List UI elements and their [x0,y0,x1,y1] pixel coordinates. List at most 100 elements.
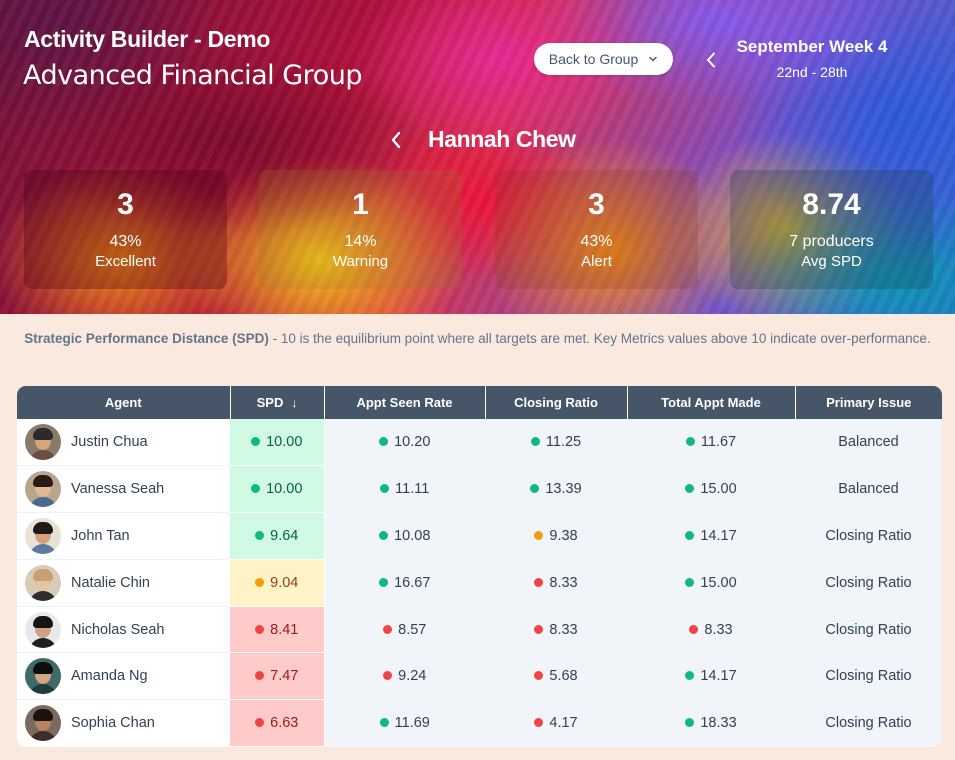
total-appt-made-cell: 15.00 [627,559,795,606]
stat-label: Excellent [95,253,156,270]
total-appt-made-cell: 14.17 [627,513,795,560]
column-header-closing-ratio[interactable]: Closing Ratio [485,386,628,419]
status-dot-icon [534,530,544,540]
spd-explanation: - 10 is the equilibrium point where all … [268,331,931,346]
appt-seen-rate-cell: 10.08 [324,513,485,560]
table-row[interactable]: Vanessa Seah 10.00 11.11 13.39 15.00 Bal… [17,465,942,514]
avatar [25,517,61,554]
spd-cell: 10.00 [230,419,325,467]
column-header-spd[interactable]: SPD ↓ [230,386,325,419]
status-dot-icon [255,577,265,587]
avatar [25,471,61,508]
appt-seen-rate-cell: 11.11 [324,466,485,513]
status-dot-icon [534,671,544,681]
stat-producers: 7 producers [789,233,874,250]
status-dot-icon [685,718,695,728]
agent-cell[interactable]: Vanessa Seah [17,465,230,514]
spd-cell: 7.47 [230,652,325,701]
week-title: September Week 4 [736,37,888,56]
spd-cell: 9.64 [230,512,325,560]
column-header-appt-seen-rate[interactable]: Appt Seen Rate [324,386,486,419]
table-row[interactable]: Justin Chua 10.00 10.20 11.25 11.67 Bala… [17,419,942,467]
status-dot-icon [379,530,389,540]
closing-ratio-cell: 9.38 [485,513,627,560]
group-title: Advanced Financial Group [23,60,362,91]
status-dot-icon [534,577,544,587]
agent-cell[interactable]: Natalie Chin [17,559,230,607]
status-dot-icon [380,484,390,494]
primary-issue-cell: Closing Ratio [825,574,912,591]
stat-card-alert: 3 43% Alert [495,170,698,289]
table-row[interactable]: John Tan 9.64 10.08 9.38 14.17 Closing R… [17,512,942,560]
primary-issue-cell: Closing Ratio [825,527,912,544]
spd-description: Strategic Performance Distance (SPD) - 1… [20,329,935,349]
status-dot-icon [379,437,389,447]
table-row[interactable]: Nicholas Seah 8.41 8.57 8.33 8.33 Closin… [17,606,942,654]
closing-ratio-cell: 11.25 [485,419,627,466]
status-dot-icon [534,624,544,634]
primary-issue-cell: Balanced [838,434,899,451]
status-dot-icon [685,530,695,540]
chevron-left-icon [707,52,715,68]
agent-cell[interactable]: Amanda Ng [17,652,230,701]
stat-label: Alert [581,253,612,270]
status-dot-icon [530,484,540,494]
status-dot-icon [685,577,695,587]
primary-issue-cell: Closing Ratio [825,621,912,638]
previous-agent-button[interactable] [386,128,406,152]
spd-term: Strategic Performance Distance (SPD) [24,331,269,346]
total-appt-made-cell: 18.33 [627,700,795,747]
agent-cell[interactable]: Sophia Chan [17,699,230,747]
agent-cell[interactable]: Nicholas Seah [17,606,230,654]
avatar [25,658,61,695]
agent-cell[interactable]: John Tan [17,512,230,560]
agent-name-cell: Vanessa Seah [71,481,165,498]
avatar [25,564,61,601]
status-dot-icon [689,624,699,634]
avatar [25,705,61,742]
closing-ratio-cell: 8.33 [485,559,627,606]
status-dot-icon [251,437,261,447]
back-to-group-label: Back to Group [548,51,639,67]
table-row[interactable]: Amanda Ng 7.47 9.24 5.68 14.17 Closing R… [17,652,942,701]
status-dot-icon [255,718,265,728]
agent-name-cell: John Tan [71,527,130,544]
status-dot-icon [379,718,389,728]
agent-name-cell: Natalie Chin [71,574,150,591]
column-header-primary-issue[interactable]: Primary Issue [795,386,942,419]
column-header-agent[interactable]: Agent [17,386,231,419]
stat-label: Avg SPD [801,253,862,270]
spd-cell: 10.00 [230,465,325,514]
spd-cell: 8.41 [230,606,325,654]
table-row[interactable]: Sophia Chan 6.63 11.69 4.17 18.33 Closin… [17,699,942,747]
avatar [25,611,61,648]
total-appt-made-cell: 14.17 [627,653,795,700]
spd-cell: 9.04 [230,559,325,607]
previous-week-button[interactable] [702,49,720,71]
status-dot-icon [685,671,695,681]
closing-ratio-cell: 4.17 [485,700,627,747]
status-dot-icon [255,624,265,634]
closing-ratio-cell: 5.68 [485,653,627,700]
status-dot-icon [534,718,544,728]
column-header-total-appt-made[interactable]: Total Appt Made [627,386,796,419]
chevron-left-icon [391,131,401,149]
status-dot-icon [379,577,389,587]
appt-seen-rate-cell: 8.57 [324,606,485,653]
stat-value: 3 [588,188,605,221]
hero-banner: Activity Builder - Demo Advanced Financi… [0,0,955,314]
agent-name-cell: Justin Chua [71,434,148,451]
appt-seen-rate-cell: 11.69 [324,700,485,747]
table-row[interactable]: Natalie Chin 9.04 16.67 8.33 15.00 Closi… [17,559,942,607]
stat-label: Warning [332,253,389,270]
primary-issue-cell: Balanced [838,481,899,498]
back-to-group-button[interactable]: Back to Group [534,43,673,75]
stat-percent: 14% [344,233,377,250]
chevron-down-icon [649,56,657,62]
status-dot-icon [251,484,261,494]
status-dot-icon [530,437,540,447]
closing-ratio-cell: 13.39 [485,466,627,513]
primary-issue-cell: Closing Ratio [825,715,912,732]
appt-seen-rate-cell: 9.24 [324,653,485,700]
agent-cell[interactable]: Justin Chua [17,419,230,467]
